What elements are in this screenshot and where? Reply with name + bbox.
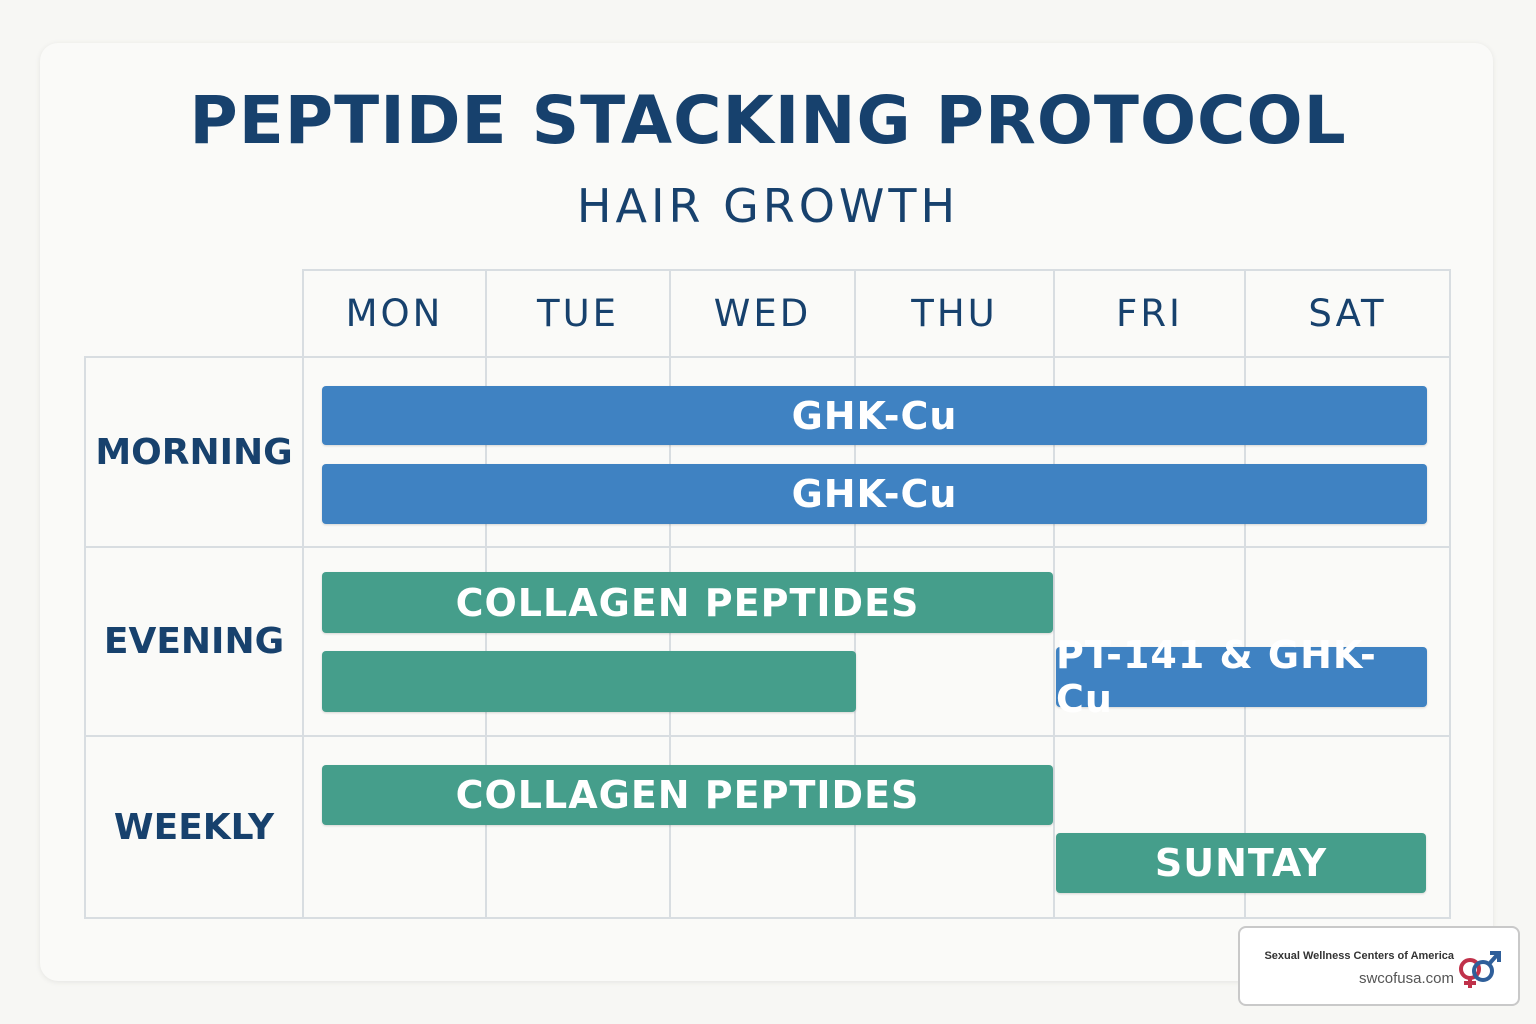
day-header-mon: MON bbox=[304, 270, 485, 357]
page-title: PEPTIDE STACKING PROTOCOL bbox=[0, 88, 1536, 154]
day-header-thu: THU bbox=[856, 270, 1053, 357]
row-label-morning: MORNING bbox=[84, 358, 304, 546]
brand-url: swcofusa.com bbox=[1254, 970, 1454, 987]
day-header-sat: SAT bbox=[1246, 270, 1449, 357]
page-subtitle: HAIR GROWTH bbox=[0, 183, 1536, 229]
weekly-bar-collagen-peptides: COLLAGEN PEPTIDES bbox=[322, 765, 1053, 825]
day-header-wed: WED bbox=[671, 270, 854, 357]
evening-bar-collagen-peptides: COLLAGEN PEPTIDES bbox=[322, 572, 1053, 633]
brand-name: Sexual Wellness Centers of America bbox=[1254, 950, 1454, 962]
brand-badge: Sexual Wellness Centers of America swcof… bbox=[1238, 926, 1520, 1006]
day-header-tue: TUE bbox=[487, 270, 669, 357]
day-header-fri: FRI bbox=[1055, 270, 1244, 357]
row-label-evening: EVENING bbox=[84, 548, 304, 735]
evening-bar-unlabeled bbox=[322, 651, 856, 712]
row-label-weekly: WEEKLY bbox=[84, 737, 304, 917]
morning-bar-ghk-cu-1: GHK-Cu bbox=[322, 386, 1427, 445]
evening-bar-pt141-ghk-cu: PT-141 & GHK-Cu bbox=[1056, 647, 1427, 707]
weekly-bar-suntay: SUNTAY bbox=[1056, 833, 1426, 893]
gender-symbols-icon bbox=[1454, 945, 1506, 995]
morning-bar-ghk-cu-2: GHK-Cu bbox=[322, 464, 1427, 524]
